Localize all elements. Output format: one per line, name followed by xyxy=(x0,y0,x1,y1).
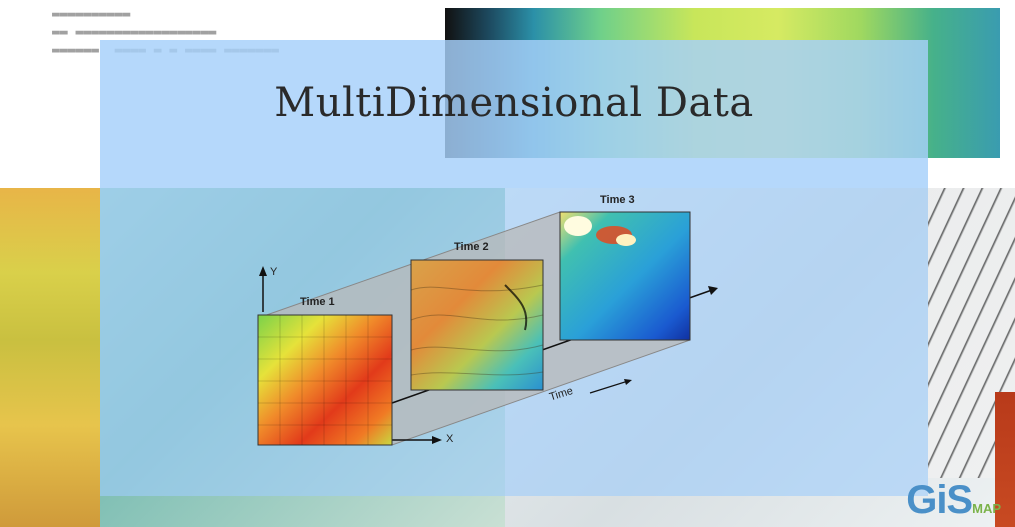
gis-map-logo: GiSMAP xyxy=(906,478,1001,523)
time-1-label: Time 1 xyxy=(300,296,335,308)
logo-sub-text: MAP xyxy=(972,501,1001,516)
y-axis-label: Y xyxy=(270,266,278,278)
time-1-frame xyxy=(257,314,393,446)
time-3-label: Time 3 xyxy=(600,194,635,206)
logo-main-text: GiS xyxy=(906,478,973,522)
x-axis-label: X xyxy=(446,433,454,445)
red-edge-decoration xyxy=(995,392,1015,527)
time-axis-arrow xyxy=(708,286,718,295)
background-map-left xyxy=(0,188,110,527)
x-axis-arrow xyxy=(432,436,442,444)
time-2-frame xyxy=(410,259,544,391)
slide-title: MultiDimensional Data xyxy=(274,80,754,126)
y-axis-arrow xyxy=(259,266,267,276)
title-band xyxy=(100,40,928,188)
time-label-arrow xyxy=(589,380,629,394)
time-2-label: Time 2 xyxy=(454,241,489,253)
